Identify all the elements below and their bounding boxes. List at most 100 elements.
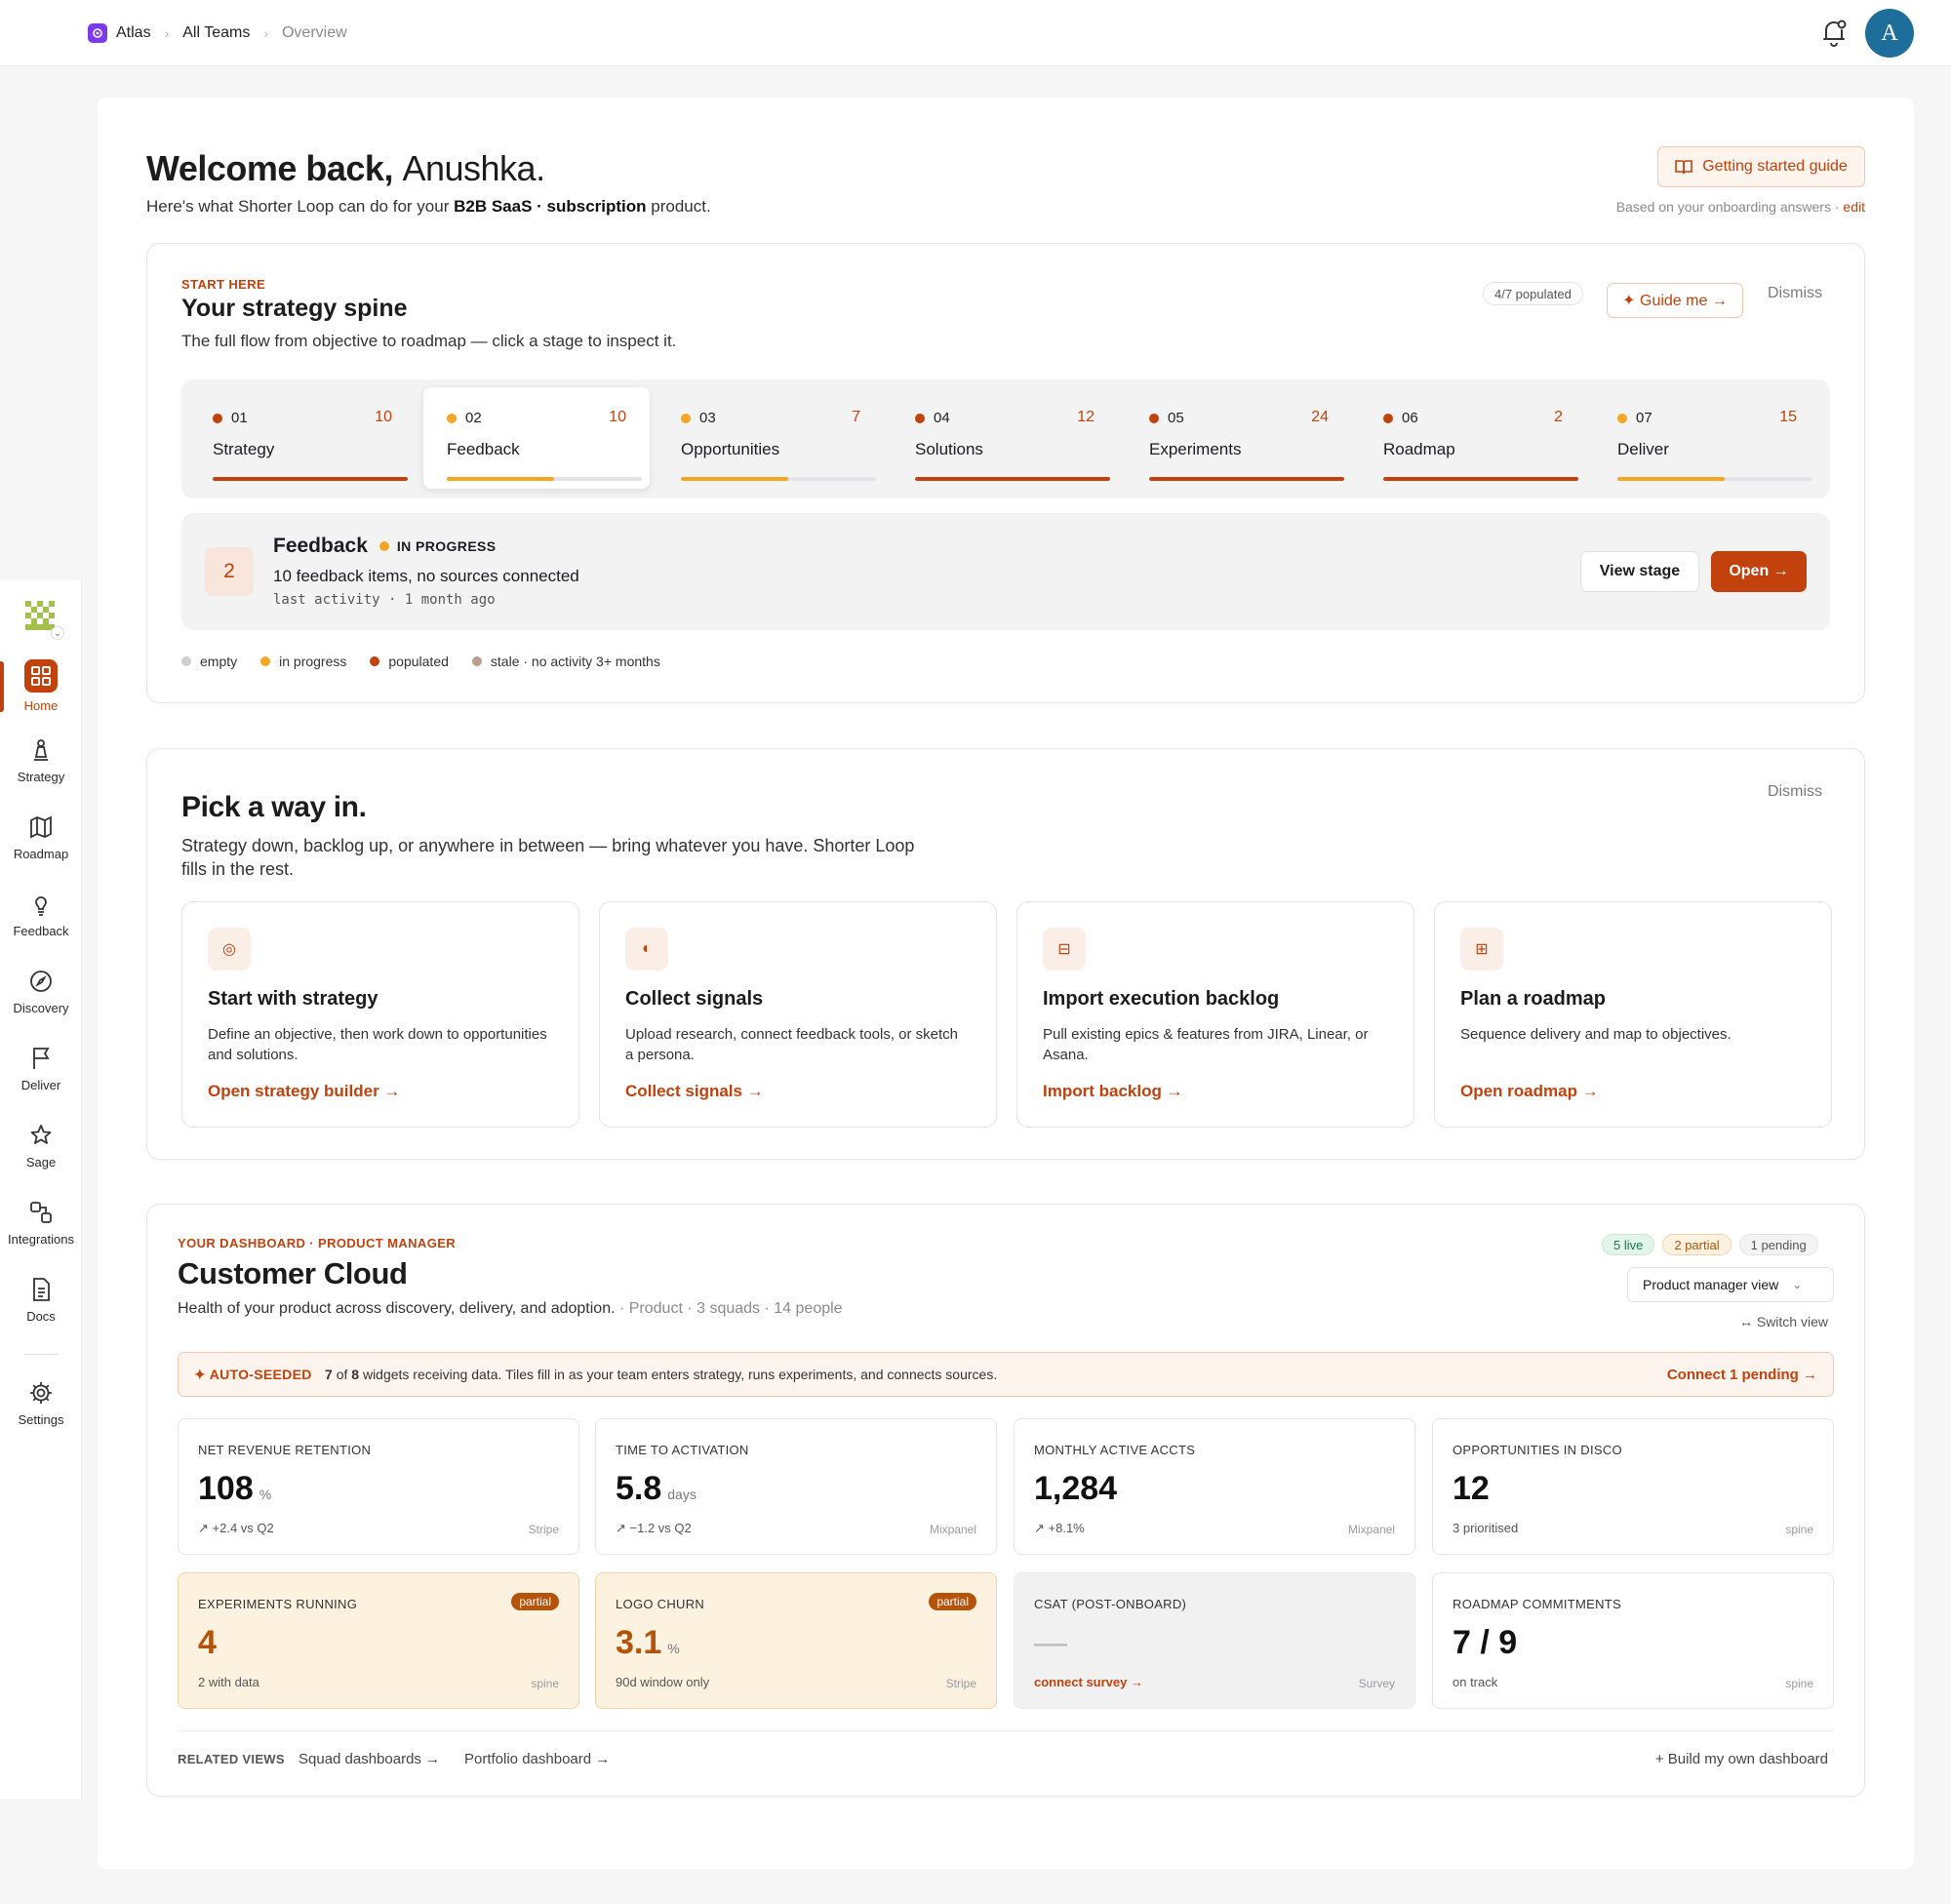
tile-unit: days [667,1487,697,1502]
stage-opportunities[interactable]: 03 7 Opportunities [657,387,884,489]
chevron-down-icon[interactable]: ⌄ [51,626,64,640]
status-dot [378,541,389,551]
tile-value-number: 12 [1453,1470,1490,1507]
sidebar-item-home[interactable]: Home [0,657,82,726]
desc-text: Health of your product across discovery,… [178,1300,616,1317]
tile-value-number: 4 [198,1624,217,1661]
open-stage-button[interactable]: Open → [1711,551,1807,592]
tile-source: spine [531,1677,559,1690]
stage-name: Opportunities [681,440,780,458]
stage-num-text: 04 [934,410,950,426]
portfolio-dashboard-link[interactable]: Portfolio dashboard → [464,1751,611,1767]
view-select-value: Product manager view [1643,1277,1779,1292]
ways-dismiss-button[interactable]: Dismiss [1768,783,1822,800]
way-card-strategy[interactable]: ◎ Start with strategy Define an objectiv… [181,901,579,1128]
seed-text: widgets receiving data. Tiles fill in as… [362,1367,998,1382]
tile-unit: % [259,1487,272,1502]
stage-progress-bar [915,477,1110,481]
sidebar-item-strategy[interactable]: Strategy [0,731,82,799]
stage-roadmap[interactable]: 06 2 Roadmap [1360,387,1586,489]
tile-value-number: 7 / 9 [1453,1624,1518,1661]
breadcrumb: Atlas › All Teams › Overview [88,23,347,43]
flag-icon [33,1048,50,1069]
atlas-logo-icon [88,23,107,43]
view-stage-button[interactable]: View stage [1580,551,1699,592]
sidebar-item-discovery[interactable]: Discovery [0,962,82,1030]
stage-num-text: 01 [231,410,248,426]
detail-description: 10 feedback items, no sources connected [273,567,579,585]
stage-strategy[interactable]: 01 10 Strategy [189,387,416,489]
collect-signals-link[interactable]: Collect signals → [625,1082,764,1100]
sidebar-item-integrations[interactable]: Integrations [0,1193,82,1261]
kpi-tile-opportunities[interactable]: OPPORTUNITIES IN DISCO 12 3 prioritised … [1432,1418,1834,1555]
stage-deliver[interactable]: 07 15 Deliver [1594,387,1820,489]
stage-experiments[interactable]: 05 24 Experiments [1126,387,1352,489]
view-select[interactable]: Product manager view ⌄ [1627,1267,1834,1302]
related-views-label: RELATED VIEWS [178,1752,285,1766]
populated-badge: 4/7 populated [1483,282,1583,305]
stage-count: 7 [852,409,860,425]
open-roadmap-link[interactable]: Open roadmap → [1460,1082,1599,1100]
sidebar-item-docs[interactable]: Docs [0,1270,82,1338]
welcome-prefix: Welcome back, [146,148,393,188]
target-icon: ◎ [208,928,251,971]
seed-count: 7 [325,1367,333,1382]
open-strategy-builder-link[interactable]: Open strategy builder → [208,1082,401,1100]
tile-source: Survey [1358,1677,1395,1690]
sidebar-item-deliver[interactable]: Deliver [0,1039,82,1107]
getting-started-guide-button[interactable]: Getting started guide [1657,146,1865,187]
connect-pending-link[interactable]: Connect 1 pending → [1666,1367,1817,1383]
dashboard-title: Customer Cloud [178,1256,408,1290]
tile-label: ROADMAP COMMITMENTS [1453,1597,1622,1611]
star-icon [30,1125,52,1144]
guide-me-button[interactable]: ✦ Guide me → [1607,283,1743,318]
import-backlog-link[interactable]: Import backlog → [1043,1082,1183,1100]
detail-header: Feedback IN PROGRESS [273,535,497,558]
dashboard-description: Health of your product across discovery,… [178,1300,843,1318]
spine-eyebrow: START HERE [181,277,266,292]
tile-unit: % [667,1641,680,1656]
breadcrumb-all-teams[interactable]: All Teams [182,24,251,41]
tile-trend: ↗ −1.2 vs Q2 [616,1521,692,1535]
notification-bell-icon[interactable] [1818,16,1850,49]
tile-value: 1,284 [1034,1470,1117,1508]
workspace-logo-icon[interactable]: ⌄ [23,599,64,640]
sidebar-item-label: Integrations [8,1232,74,1247]
kpi-tile-experiments[interactable]: EXPERIMENTS RUNNING partial 4 2 with dat… [178,1572,579,1709]
way-card-backlog[interactable]: ⊟ Import execution backlog Pull existing… [1016,901,1414,1128]
tile-label: MONTHLY ACTIVE ACCTS [1034,1443,1196,1457]
kpi-tile-roadmap-commitments[interactable]: ROADMAP COMMITMENTS 7 / 9 on track spine [1432,1572,1834,1709]
connect-survey-link[interactable]: connect survey → [1034,1675,1143,1689]
tile-value-number: 3.1 [616,1624,662,1661]
tile-label: TIME TO ACTIVATION [616,1443,749,1457]
user-avatar[interactable]: A [1865,9,1914,58]
kpi-tile-active-accounts[interactable]: MONTHLY ACTIVE ACCTS 1,284 ↗ +8.1% Mixpa… [1014,1418,1415,1555]
stage-solutions[interactable]: 04 12 Solutions [892,387,1118,489]
way-card-signals[interactable]: ◐ Collect signals Upload research, conne… [599,901,997,1128]
gear-icon [30,1382,52,1404]
status-dot [1617,413,1627,423]
sidebar-item-feedback[interactable]: Feedback [0,885,82,953]
kpi-tile-csat[interactable]: CSAT (POST-ONBOARD) — connect survey → S… [1014,1572,1415,1709]
switch-view-button[interactable]: ↔ Switch view [1738,1314,1828,1329]
stage-feedback[interactable]: 02 10 Feedback [423,387,650,489]
kpi-tile-nrr[interactable]: NET REVENUE RETENTION 108% ↗ +2.4 vs Q2 … [178,1418,579,1555]
stage-number: 01 [213,410,248,426]
edit-link[interactable]: edit [1843,199,1865,215]
spine-dismiss-button[interactable]: Dismiss [1768,285,1822,301]
sidebar-item-settings[interactable]: Settings [0,1373,82,1442]
stage-progress-bar [1383,477,1578,481]
breadcrumb-atlas[interactable]: Atlas [116,24,151,41]
sidebar-item-roadmap[interactable]: Roadmap [0,808,82,876]
way-card-roadmap[interactable]: ⊞ Plan a roadmap Sequence delivery and m… [1434,901,1832,1128]
legend-stale: stale · no activity 3+ months [471,654,660,669]
kpi-tile-activation[interactable]: TIME TO ACTIVATION 5.8 days ↗ −1.2 vs Q2 … [595,1418,997,1555]
stage-name: Deliver [1617,440,1669,458]
detail-title: Feedback [273,535,368,557]
stage-badge: 2 [205,547,254,596]
build-dashboard-link[interactable]: + Build my own dashboard [1654,1751,1828,1767]
sidebar-item-sage[interactable]: Sage [0,1116,82,1184]
kpi-tile-logo-churn[interactable]: LOGO CHURN partial 3.1% 90d window only … [595,1572,997,1709]
tile-label: OPPORTUNITIES IN DISCO [1453,1443,1622,1457]
squad-dashboards-link[interactable]: Squad dashboards → [299,1751,441,1767]
